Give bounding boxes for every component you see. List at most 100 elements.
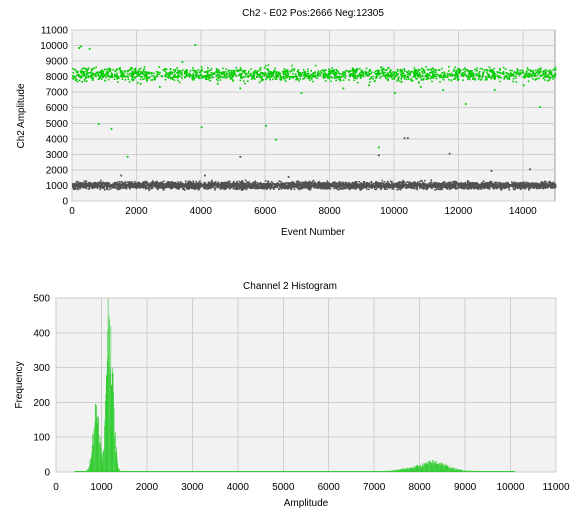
scatter-point-neg — [101, 184, 103, 187]
scatter-point-neg — [443, 181, 446, 183]
scatter-point-neg — [113, 186, 116, 189]
scatter-point-neg — [551, 185, 553, 187]
scatter-point-pos — [330, 80, 332, 83]
scatter-point-neg — [386, 183, 388, 186]
scatter-point-neg — [495, 186, 497, 189]
scatter-point-neg — [416, 188, 418, 191]
scatter-point-neg — [470, 182, 473, 185]
scatter-point-neg — [110, 184, 112, 187]
scatter-point-neg — [365, 188, 368, 190]
scatter-point-neg — [200, 185, 202, 188]
scatter-point-neg — [244, 186, 247, 189]
scatter-point-neg — [313, 182, 316, 185]
scatter-point-neg — [138, 183, 140, 185]
scatter-point-neg — [127, 185, 129, 187]
scatter-point-pos — [311, 75, 314, 78]
scatter-point-neg — [227, 185, 229, 187]
scatter-point-neg — [457, 183, 460, 185]
scatter-point-pos — [88, 75, 91, 78]
scatter-point-neg — [247, 182, 250, 185]
scatter-point-neg — [447, 185, 450, 187]
scatter-point-pos — [123, 75, 125, 78]
scatter-point-neg — [181, 185, 184, 188]
scatter-point-neg — [183, 189, 186, 191]
scatter-point-neg — [149, 184, 151, 186]
scatter-point-neg — [285, 186, 288, 188]
scatter-point-neg — [130, 185, 133, 187]
scatter-point-pos — [400, 75, 403, 78]
scatter-point-neg — [125, 188, 128, 190]
scatter-point-neg — [282, 183, 285, 185]
scatter-point-neg — [174, 186, 176, 188]
scatter-point-neg — [512, 188, 515, 190]
scatter-point-neg — [312, 179, 315, 182]
scatter-point-pos — [186, 69, 188, 71]
scatter-point-pos — [344, 74, 347, 77]
scatter-point-neg — [134, 182, 137, 184]
scatter-point-neg — [214, 189, 216, 191]
scatter-point-neg — [133, 180, 136, 183]
scatter-point-neg — [124, 181, 127, 183]
scatter-point-pos — [469, 76, 471, 78]
scatter-point-neg — [462, 186, 464, 189]
scatter-point-neg — [382, 182, 384, 185]
scatter-point-neg — [527, 184, 529, 186]
scatter-point-neg — [270, 187, 272, 189]
scatter-point-neg — [537, 186, 539, 189]
scatter-point-pos — [132, 79, 134, 82]
scatter-point-neg — [394, 184, 397, 187]
scatter-point-pos — [177, 76, 180, 78]
scatter-point-pos — [478, 72, 480, 74]
scatter-point-neg — [493, 187, 495, 190]
scatter-point-neg — [474, 187, 476, 190]
scatter-point-neg — [272, 187, 274, 189]
scatter-point-pos — [538, 68, 541, 71]
scatter-point-neg — [240, 189, 243, 191]
scatter-point-neg — [237, 185, 240, 188]
scatter-point-pos — [368, 70, 371, 72]
scatter-point-neg — [170, 184, 172, 186]
scatter-point-pos — [481, 76, 484, 79]
scatter-point-pos — [279, 72, 282, 75]
scatter-point-pos — [476, 67, 478, 69]
scatter-point-neg — [100, 179, 102, 182]
scatter-point-pos — [400, 77, 403, 80]
scatter-point-neg — [326, 186, 329, 189]
scatter-point-neg — [75, 184, 78, 187]
scatter-point-neg — [146, 181, 148, 183]
scatter-point-neg — [462, 183, 464, 185]
scatter-point-neg — [542, 184, 545, 186]
scatter-point-neg — [442, 184, 445, 186]
scatter-point-neg — [181, 182, 184, 185]
scatter-point-neg — [314, 181, 316, 184]
scatter-point-neg — [548, 184, 550, 187]
scatter-point-neg — [144, 186, 147, 189]
scatter-point-pos — [209, 77, 212, 79]
scatter-point-neg — [235, 182, 238, 185]
scatter-point-neg — [542, 187, 545, 190]
scatter-point-neg — [203, 187, 205, 190]
scatter-point-neg — [401, 187, 403, 189]
scatter-point-neg — [186, 186, 188, 188]
scatter-point-pos — [230, 73, 233, 76]
scatter-point-neg — [427, 184, 430, 187]
scatter-point-neg — [88, 187, 91, 190]
scatter-point-neg — [509, 184, 511, 186]
scatter-point-neg — [110, 187, 112, 190]
scatter-point-neg — [73, 183, 75, 185]
scatter-point-neg — [475, 187, 478, 189]
scatter-point-neg — [466, 183, 469, 185]
scatter-point-neg — [192, 187, 195, 190]
scatter-point-neg — [358, 181, 360, 183]
scatter-point-neg — [236, 184, 239, 187]
scatter-point-neg — [326, 183, 328, 185]
scatter-point-pos — [104, 68, 106, 71]
scatter-point-pos — [417, 68, 420, 71]
scatter-point-pos — [491, 75, 493, 77]
scatter-point-neg — [223, 182, 225, 184]
scatter-point-neg — [431, 184, 434, 186]
scatter-point-neg — [375, 184, 378, 186]
scatter-point-pos — [130, 66, 133, 69]
scatter-point-neg — [537, 183, 540, 186]
scatter-point-pos — [328, 70, 330, 73]
